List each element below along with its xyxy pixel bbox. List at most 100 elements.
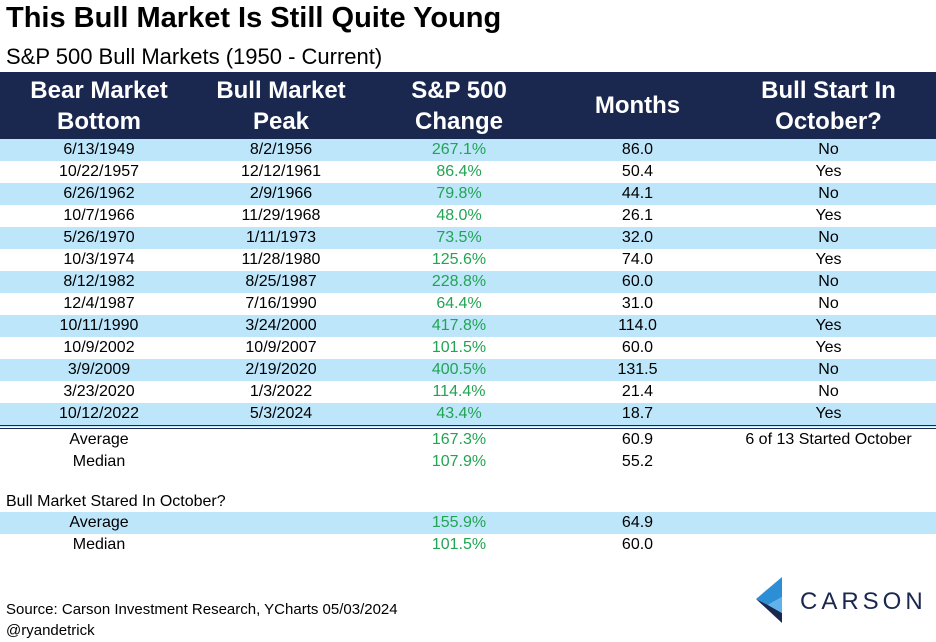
cell-change: 64.4%	[436, 295, 482, 312]
summary-change: 167.3%	[431, 431, 487, 448]
cell-bear-bottom: 10/22/1957	[58, 163, 140, 180]
summary-label: Average	[69, 431, 129, 448]
page-title: This Bull Market Is Still Quite Young	[6, 2, 502, 34]
col-header-october: Bull Start In October?	[721, 72, 936, 139]
cell-change: 43.4%	[364, 403, 554, 429]
cell-months: 60.0	[621, 339, 654, 356]
summary-note: 6 of 13 Started October	[745, 431, 912, 448]
table-header-row: Bear Market Bottom Bull Market Peak S&P 50…	[0, 72, 936, 139]
cell-bear-bottom: 5/26/1970	[0, 227, 198, 249]
cell-bull-peak: 1/3/2022	[249, 383, 313, 400]
cell-months: 44.1	[554, 183, 721, 205]
summary-months: 60.0	[621, 536, 654, 553]
cell-bear-bottom: 12/4/1987	[63, 295, 135, 312]
cell-bear-bottom: 8/12/1982	[0, 271, 198, 293]
bull-market-table: Bear Market Bottom Bull Market Peak S&P 50…	[0, 72, 936, 473]
table-row: 8/12/1982 8/25/1987 228.8% 60.0 No	[0, 271, 936, 293]
table-row: 6/13/1949 8/2/1956 267.1% 86.0 No	[0, 139, 936, 161]
cell-october: No	[721, 139, 936, 161]
summary-months: 60.9	[621, 431, 654, 448]
cell-bull-peak: 12/12/1961	[240, 163, 322, 180]
carson-logo: CARSON	[756, 577, 926, 625]
cell-change: 73.5%	[364, 227, 554, 249]
cell-bull-peak: 2/9/1966	[198, 183, 364, 205]
summary-change: 155.9%	[364, 512, 554, 534]
cell-bear-bottom: 10/12/2022	[0, 403, 198, 429]
cell-october: No	[721, 271, 936, 293]
cell-october: No	[818, 295, 839, 312]
table-row: 10/12/2022 5/3/2024 43.4% 18.7 Yes	[0, 403, 936, 429]
cell-change: 79.8%	[364, 183, 554, 205]
cell-october: No	[721, 183, 936, 205]
october-row-median: Median 101.5% 60.0	[0, 534, 936, 556]
cell-months: 21.4	[621, 383, 654, 400]
october-row-average: Average 155.9% 64.9	[0, 512, 936, 534]
table-row: 10/11/1990 3/24/2000 417.8% 114.0 Yes	[0, 315, 936, 337]
cell-bear-bottom: 6/26/1962	[0, 183, 198, 205]
summary-row-median: Median 107.9% 55.2	[0, 451, 936, 473]
cell-change: 101.5%	[431, 339, 487, 356]
cell-october: Yes	[815, 207, 842, 224]
cell-bull-peak: 11/28/1980	[241, 251, 321, 268]
col-header-bull-peak: Bull Market Peak	[198, 72, 364, 139]
table-row: 10/22/1957 12/12/1961 86.4% 50.4 Yes	[0, 161, 936, 183]
cell-bear-bottom: 10/7/1966	[63, 207, 135, 224]
cell-months: 131.5	[554, 359, 721, 381]
carson-chevron-icon	[756, 577, 782, 623]
cell-change: 48.0%	[436, 207, 482, 224]
col-header-bear-bottom: Bear Market Bottom	[0, 72, 198, 139]
table-row: 5/26/1970 1/11/1973 73.5% 32.0 No	[0, 227, 936, 249]
cell-october: Yes	[815, 339, 842, 356]
cell-bull-peak: 5/3/2024	[198, 403, 364, 429]
summary-change: 107.9%	[431, 453, 487, 470]
cell-months: 26.1	[621, 207, 654, 224]
table-row: 10/7/1966 11/29/1968 48.0% 26.1 Yes	[0, 205, 936, 227]
cell-months: 32.0	[554, 227, 721, 249]
cell-change: 400.5%	[364, 359, 554, 381]
cell-months: 50.4	[621, 163, 654, 180]
cell-bear-bottom: 10/9/2002	[63, 339, 135, 356]
table-row: 10/9/2002 10/9/2007 101.5% 60.0 Yes	[0, 337, 936, 359]
logo-text: CARSON	[800, 588, 927, 615]
cell-bull-peak: 11/29/1968	[241, 207, 321, 224]
author-handle: @ryandetrick	[6, 622, 95, 639]
cell-october: Yes	[815, 251, 842, 268]
page-subtitle: S&P 500 Bull Markets (1950 - Current)	[6, 44, 383, 69]
col-header-months: Months	[554, 72, 721, 139]
summary-row-average: Average 167.3% 60.9 6 of 13 Started Octo…	[0, 427, 936, 451]
cell-months: 74.0	[621, 251, 654, 268]
summary-change: 101.5%	[431, 536, 487, 553]
cell-months: 86.0	[554, 139, 721, 161]
cell-change: 417.8%	[364, 315, 554, 337]
october-summary-table: Average 155.9% 64.9 Median 101.5% 60.0	[0, 512, 936, 556]
cell-october: No	[818, 383, 839, 400]
cell-october: Yes	[815, 163, 842, 180]
cell-change: 267.1%	[364, 139, 554, 161]
cell-bull-peak: 2/19/2020	[198, 359, 364, 381]
cell-bull-peak: 3/24/2000	[198, 315, 364, 337]
cell-bull-peak: 8/2/1956	[198, 139, 364, 161]
summary-months: 64.9	[554, 512, 721, 534]
summary-label: Median	[72, 536, 126, 553]
cell-bear-bottom: 3/9/2009	[0, 359, 198, 381]
table-row: 10/3/1974 11/28/1980 125.6% 74.0 Yes	[0, 249, 936, 271]
october-section-title: Bull Market Stared In October?	[6, 493, 226, 510]
source-note: Source: Carson Investment Research, YCha…	[6, 601, 398, 618]
cell-bull-peak: 1/11/1973	[198, 227, 364, 249]
table-row: 6/26/1962 2/9/1966 79.8% 44.1 No	[0, 183, 936, 205]
cell-change: 86.4%	[436, 163, 482, 180]
table-row: 3/23/2020 1/3/2022 114.4% 21.4 No	[0, 381, 936, 403]
cell-months: 60.0	[554, 271, 721, 293]
cell-months: 114.0	[554, 315, 721, 337]
cell-bear-bottom: 10/11/1990	[0, 315, 198, 337]
cell-bear-bottom: 10/3/1974	[63, 251, 135, 268]
cell-october: No	[721, 227, 936, 249]
table-row: 3/9/2009 2/19/2020 400.5% 131.5 No	[0, 359, 936, 381]
cell-bull-peak: 7/16/1990	[245, 295, 317, 312]
summary-label: Median	[72, 453, 126, 470]
cell-bull-peak: 8/25/1987	[198, 271, 364, 293]
summary-label: Average	[0, 512, 198, 534]
cell-months: 18.7	[554, 403, 721, 429]
cell-bull-peak: 10/9/2007	[245, 339, 317, 356]
cell-change: 125.6%	[431, 251, 487, 268]
